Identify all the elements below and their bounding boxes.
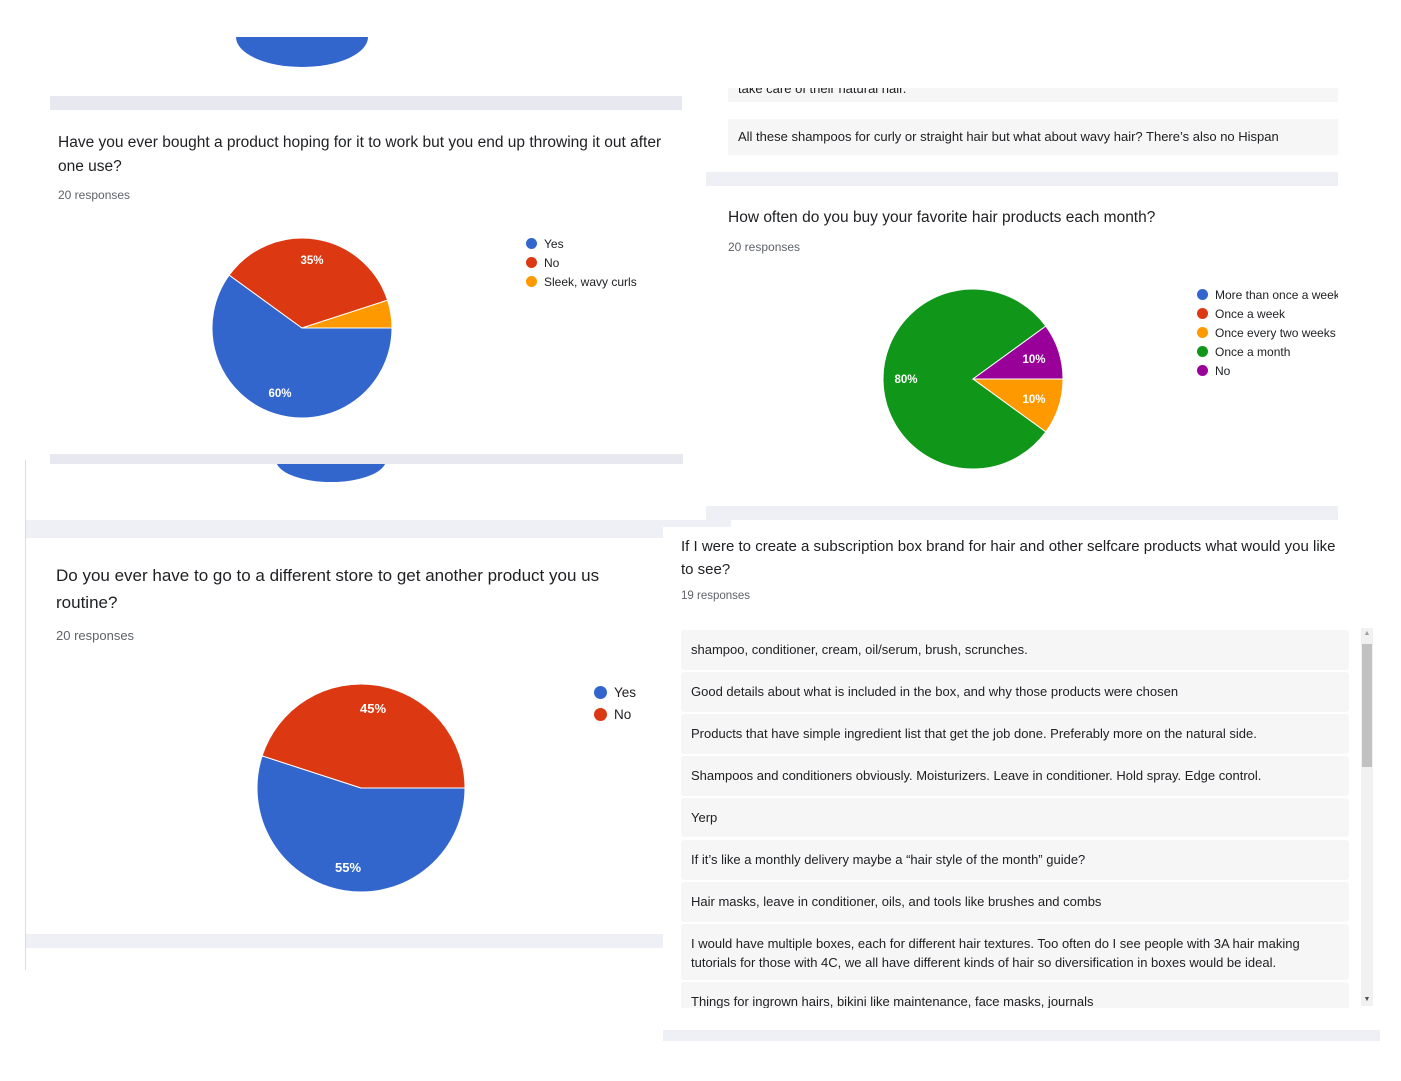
legend-item-more-than-once-a-week: More than once a week: [1197, 285, 1338, 304]
answer-item: Yerp: [681, 798, 1349, 837]
pie-data-label: 60%: [268, 388, 291, 400]
divider: [50, 96, 682, 110]
hidden-pie-peek: [276, 460, 386, 482]
card-product-question: Have you ever bought a product hoping fo…: [50, 110, 683, 464]
legend-label: Sleek, wavy curls: [544, 274, 637, 289]
legend-dot: [1197, 346, 1208, 357]
partial-answer: take care of their natural hair.: [728, 88, 1338, 102]
legend-item-once-a-week: Once a week: [1197, 304, 1338, 323]
legend-label: More than once a week: [1215, 287, 1338, 302]
answer-item: Things for ingrown hairs, bikini like ma…: [681, 982, 1349, 1008]
divider: [706, 172, 1338, 186]
legend-dot: [1197, 327, 1208, 338]
legend-label: Once every two weeks: [1215, 325, 1336, 340]
legend-item-sleek-wavy-curls: Sleek, wavy curls: [526, 272, 637, 291]
pie-slice-once-a-month: [882, 288, 1047, 470]
card4-bottom-divider: [663, 1030, 1380, 1041]
top-left-fragment: [50, 0, 690, 110]
card-frequency-question: How often do you buy your favorite hair …: [706, 186, 1338, 520]
card2-title-line2: routine?: [56, 593, 118, 612]
card3-bottom-divider: [706, 506, 1338, 520]
card1-bottom-divider: [50, 454, 683, 464]
pie-data-label: 10%: [1022, 354, 1045, 366]
card1-title: Have you ever bought a product hoping fo…: [58, 134, 662, 175]
top-right-fragment: take care of their natural hair. All the…: [706, 88, 1338, 188]
pie-data-label: 45%: [360, 701, 386, 716]
card4-title: If I were to create a subscription box b…: [681, 535, 1380, 581]
card-subscription-box-question: If I were to create a subscription box b…: [663, 527, 1380, 1041]
pie-slice-no: [261, 683, 466, 789]
partial-pie: [236, 37, 368, 67]
legend-item-no: No: [526, 253, 637, 272]
legend-dot: [526, 238, 537, 249]
partial-pie-slice: [236, 37, 368, 67]
answer-item: Products that have simple ingredient lis…: [681, 714, 1349, 754]
pie-slice-yes: [256, 755, 466, 893]
card-store-question: Do you ever have to go to a different st…: [25, 460, 731, 970]
card3-legend: More than once a week Once a week Once e…: [1197, 285, 1338, 380]
scroll-up-arrow[interactable]: ▲: [1363, 630, 1371, 637]
legend-item-no: No: [594, 703, 636, 725]
answer-item: Shampoos and conditioners obviously. Moi…: [681, 756, 1349, 796]
pie-slice-no: [228, 237, 389, 329]
legend-item-once-every-two-weeks: Once every two weeks: [1197, 323, 1338, 342]
card2-responses: 20 responses: [56, 628, 135, 643]
scrollbar[interactable]: ▲ ▼: [1361, 628, 1373, 1006]
card3-pie-chart: 10% 80% 10%: [882, 288, 1064, 470]
card2-legend: Yes No: [594, 681, 636, 725]
card2-bottom-divider: [26, 934, 731, 948]
legend-label: No: [614, 706, 632, 722]
legend-item-no: No: [1197, 361, 1338, 380]
answer-item: If it’s like a monthly delivery maybe a …: [681, 840, 1349, 880]
pie-data-label: 10%: [1022, 394, 1045, 406]
legend-label: Yes: [544, 236, 564, 251]
card4-title-line1: If I were to create a subscription box b…: [681, 538, 1336, 555]
card3-responses: 20 responses: [728, 240, 801, 254]
answer-wavy-hair-text: All these shampoos for curly or straight…: [738, 129, 1279, 144]
legend-dot: [594, 685, 607, 699]
card2-pie-chart: 55% 45%: [256, 683, 466, 893]
legend-label: Yes: [614, 684, 637, 700]
legend-dot: [1197, 365, 1208, 376]
answer-item: Hair masks, leave in conditioner, oils, …: [681, 882, 1349, 922]
card1-responses: 20 responses: [58, 188, 131, 202]
card2-title-line1: Do you ever have to go to a different st…: [56, 566, 600, 585]
answers-list[interactable]: shampoo, conditioner, cream, oil/serum, …: [663, 630, 1380, 1008]
card3-title: How often do you buy your favorite hair …: [728, 209, 1156, 226]
answer-item: Good details about what is included in t…: [681, 672, 1349, 712]
answer-item: shampoo, conditioner, cream, oil/serum, …: [681, 630, 1349, 670]
card4-title-line2: to see?: [681, 561, 731, 578]
legend-item-once-a-month: Once a month: [1197, 342, 1338, 361]
legend-dot: [1197, 289, 1208, 300]
pie-slice-no: [971, 325, 1064, 380]
pie-data-label: 55%: [335, 860, 361, 875]
legend-label: No: [1215, 363, 1231, 378]
scroll-down-arrow[interactable]: ▼: [1363, 996, 1371, 1003]
legend-label: Once a month: [1215, 344, 1291, 359]
legend-dot: [1197, 308, 1208, 319]
legend-label: Once a week: [1215, 306, 1286, 321]
card4-responses: 19 responses: [681, 590, 751, 602]
card1-legend: Yes No Sleek, wavy curls: [526, 234, 637, 291]
hidden-pie-peek-slice: [276, 460, 386, 482]
scrollbar-thumb[interactable]: [1362, 644, 1372, 767]
legend-dot: [594, 707, 607, 721]
pie-slice-sleek-wavy-curls: [301, 299, 393, 329]
legend-label: No: [544, 255, 560, 270]
pie-slice-yes: [211, 274, 393, 419]
card-gap: [26, 520, 731, 538]
card2-title: Do you ever have to go to a different st…: [56, 562, 599, 616]
card1-pie-chart: 60% 35%: [211, 237, 393, 419]
answer-item: I would have multiple boxes, each for di…: [681, 924, 1349, 980]
pie-data-label: 35%: [300, 255, 323, 267]
pie-data-label: 80%: [894, 374, 917, 386]
legend-dot: [526, 257, 537, 268]
answer-wavy-hair: All these shampoos for curly or straight…: [728, 119, 1338, 155]
legend-item-yes: Yes: [594, 681, 636, 703]
legend-dot: [526, 276, 537, 287]
partial-answer-text: take care of their natural hair.: [738, 88, 907, 96]
legend-item-yes: Yes: [526, 234, 637, 253]
